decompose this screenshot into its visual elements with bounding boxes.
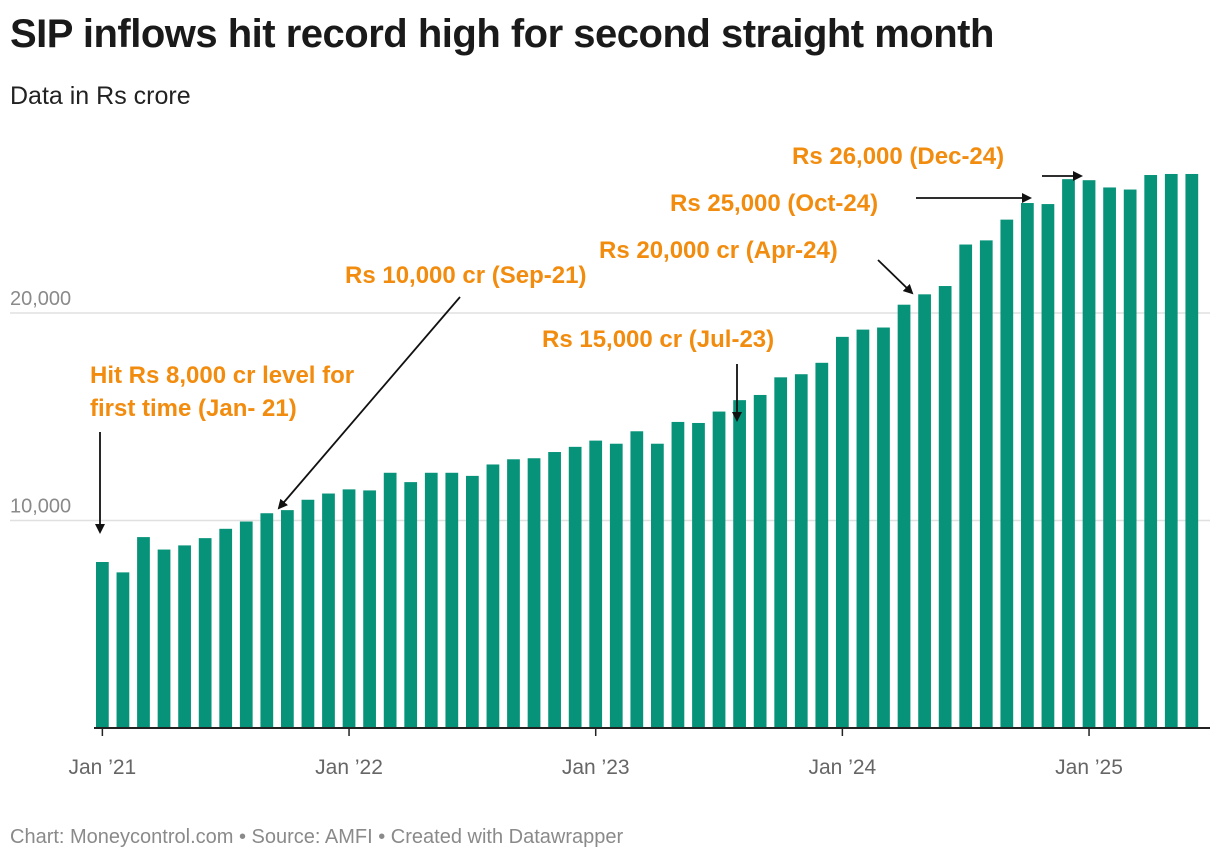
bar-Nov-21 xyxy=(301,499,315,728)
bar-Mar-21 xyxy=(137,537,150,728)
bar-Mar-23 xyxy=(630,431,644,728)
bar-Sep-23 xyxy=(753,394,767,728)
annotation-label: Rs 25,000 (Oct-24) xyxy=(670,190,878,217)
bar-Sep-24 xyxy=(1000,219,1014,728)
x-tick-label: Jan ’24 xyxy=(809,756,877,779)
bar-Nov-23 xyxy=(794,374,808,728)
bar-Jan-23 xyxy=(589,440,603,728)
chart-subtitle: Data in Rs crore xyxy=(10,82,191,110)
bar-Jan-25 xyxy=(1082,180,1096,728)
bar-Sep-22 xyxy=(507,459,520,728)
annotation-label: Rs 26,000 (Dec-24) xyxy=(792,143,1004,170)
y-tick-label: 20,000 xyxy=(10,288,71,310)
bar-Jan-24 xyxy=(836,336,849,728)
bar-Jul-23 xyxy=(712,411,726,728)
bar-Jun-22 xyxy=(445,472,459,728)
x-tick-label: Jan ’23 xyxy=(562,756,630,779)
annotation-arrow xyxy=(877,259,914,295)
bar-Jan-22 xyxy=(342,489,356,728)
bar-Jun-21 xyxy=(198,538,212,728)
bar-Apr-24 xyxy=(897,304,911,728)
bar-Nov-22 xyxy=(548,452,561,728)
bar-Mar-22 xyxy=(383,472,397,728)
bar-Aug-22 xyxy=(486,464,500,728)
bar-Jul-21 xyxy=(219,528,233,728)
y-tick-label: 10,000 xyxy=(10,496,71,518)
annotation-label: Rs 15,000 cr (Jul-23) xyxy=(542,326,774,353)
bar-Dec-23 xyxy=(815,362,829,728)
bar-Feb-21 xyxy=(116,572,130,728)
bar-Feb-22 xyxy=(363,490,376,728)
bar-Aug-21 xyxy=(239,521,253,728)
bar-May-23 xyxy=(671,421,685,728)
bar-Oct-21 xyxy=(281,510,294,728)
bar-Mar-24 xyxy=(877,327,890,728)
bar-Jun-25 xyxy=(1185,173,1199,729)
bar-Apr-23 xyxy=(651,443,664,728)
bar-May-22 xyxy=(424,472,438,728)
annotation-label: first time (Jan- 21) xyxy=(90,395,297,422)
bar-May-25 xyxy=(1164,173,1178,729)
bar-Aug-23 xyxy=(733,400,746,728)
bar-Aug-24 xyxy=(979,240,993,728)
bar-May-24 xyxy=(918,294,931,728)
bar-Feb-23 xyxy=(609,443,623,728)
annotation-label: Rs 20,000 cr (Apr-24) xyxy=(599,237,838,264)
x-tick-label: Jan ’25 xyxy=(1055,756,1123,779)
bars xyxy=(96,173,1199,729)
bar-Oct-22 xyxy=(527,458,541,728)
bar-Apr-25 xyxy=(1144,175,1158,728)
bar-Dec-24 xyxy=(1062,179,1075,729)
bar-Apr-22 xyxy=(404,482,418,728)
bar-Sep-21 xyxy=(260,513,274,728)
bar-Jun-23 xyxy=(692,422,705,728)
bar-Jul-24 xyxy=(959,244,973,728)
bar-Jan-21 xyxy=(96,562,109,728)
annotations: Hit Rs 8,000 cr level for first time (Jan… xyxy=(90,143,1083,534)
bar-Nov-24 xyxy=(1041,204,1055,728)
bar-Dec-22 xyxy=(568,446,582,728)
bar-Oct-24 xyxy=(1021,203,1034,728)
bar-Dec-21 xyxy=(322,493,335,728)
chart-footer: Chart: Moneycontrol.com • Source: AMFI •… xyxy=(10,826,624,848)
bar-Jul-22 xyxy=(466,475,479,728)
bar-Mar-25 xyxy=(1123,189,1137,729)
annotation-label: Rs 10,000 cr (Sep-21) xyxy=(345,262,586,289)
x-axis: Jan ’21 Jan ’22 Jan ’23 Jan ’24 Jan ’25 xyxy=(69,727,1210,779)
bar-Oct-23 xyxy=(774,377,788,728)
bar-Feb-25 xyxy=(1103,187,1116,728)
bar-May-21 xyxy=(178,545,191,728)
chart-title: SIP inflows hit record high for second s… xyxy=(10,12,994,56)
bar-Jun-24 xyxy=(938,286,952,728)
bar-Feb-24 xyxy=(856,329,870,728)
annotation-label: Hit Rs 8,000 cr level for xyxy=(90,362,354,389)
x-tick-label: Jan ’21 xyxy=(69,756,137,779)
x-tick-label: Jan ’22 xyxy=(315,756,383,779)
annotation-arrow xyxy=(277,296,461,510)
bar-Apr-21 xyxy=(157,549,171,728)
